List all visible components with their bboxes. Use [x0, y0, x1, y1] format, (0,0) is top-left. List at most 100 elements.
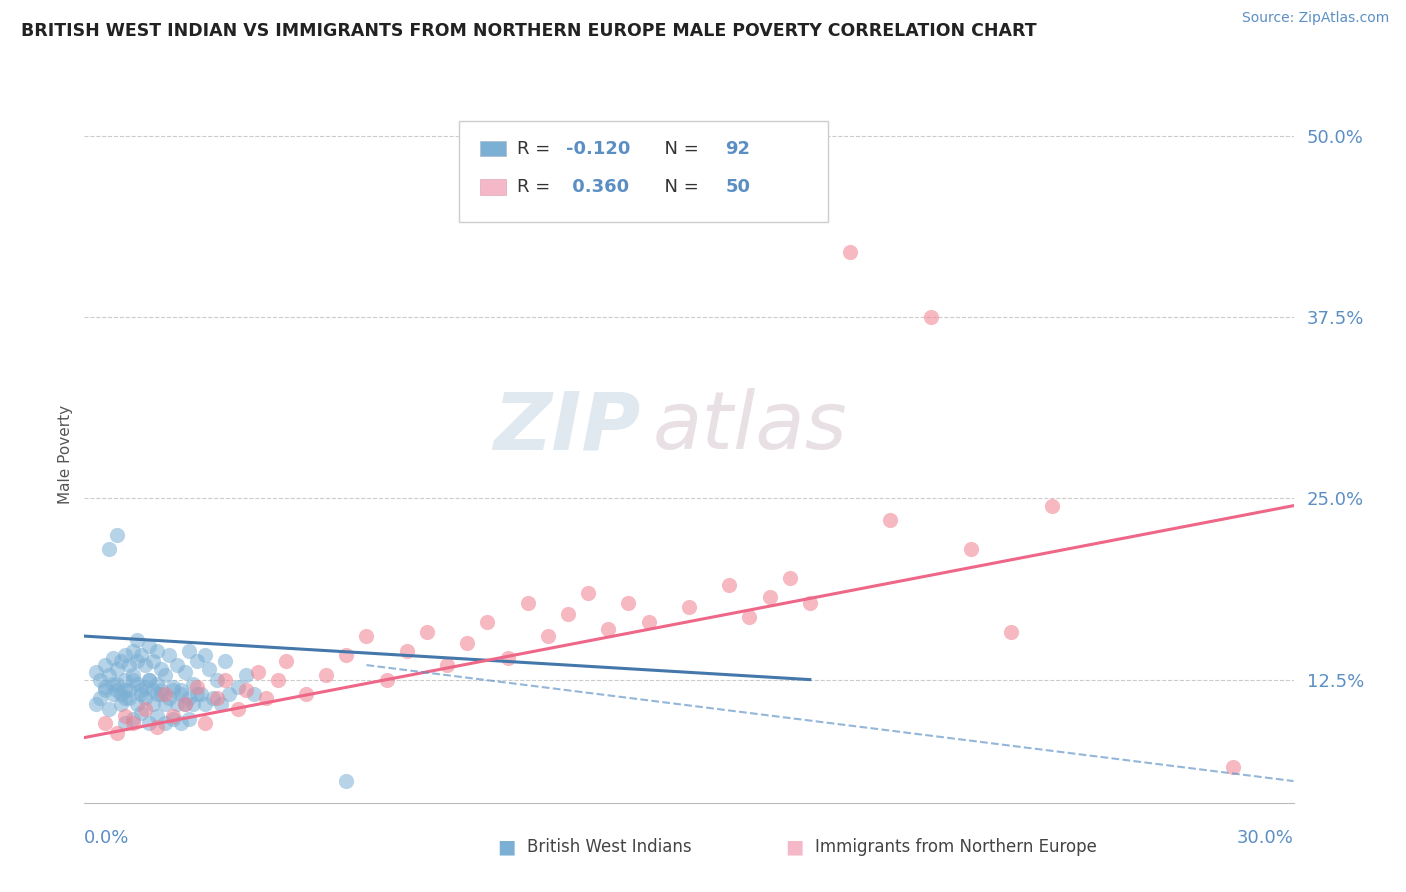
Point	[105, 527, 128, 541]
Point	[129, 648, 152, 662]
Point	[162, 680, 184, 694]
Point	[146, 643, 169, 657]
Point	[142, 682, 165, 697]
Text: ZIP: ZIP	[494, 388, 641, 467]
Point	[93, 682, 115, 697]
Point	[93, 658, 115, 673]
Point	[114, 691, 136, 706]
Text: ■: ■	[785, 838, 804, 857]
Point	[134, 680, 156, 694]
Point	[1222, 759, 1244, 773]
Point	[118, 691, 141, 706]
Text: 0.0%: 0.0%	[84, 829, 129, 847]
Point	[138, 673, 160, 687]
Point	[170, 682, 193, 697]
Point	[174, 698, 197, 712]
Point	[134, 701, 156, 715]
Point	[576, 585, 599, 599]
Point	[114, 682, 136, 697]
Point	[142, 698, 165, 712]
Point	[218, 687, 240, 701]
Point	[157, 648, 180, 662]
Point	[186, 654, 208, 668]
Y-axis label: Male Poverty: Male Poverty	[58, 405, 73, 505]
Point	[186, 687, 208, 701]
Point	[436, 658, 458, 673]
Text: atlas: atlas	[652, 388, 848, 467]
Point	[162, 708, 184, 723]
Point	[202, 691, 225, 706]
Point	[129, 687, 152, 701]
Point	[105, 726, 128, 740]
Point	[110, 654, 132, 668]
Text: N =: N =	[652, 140, 704, 158]
Point	[1040, 499, 1063, 513]
Point	[557, 607, 579, 622]
Point	[146, 721, 169, 735]
Point	[375, 673, 398, 687]
Point	[315, 668, 337, 682]
Point	[718, 578, 741, 592]
Point	[198, 662, 221, 677]
Point	[779, 571, 801, 585]
Point	[121, 643, 143, 657]
Text: R =: R =	[517, 178, 557, 196]
Text: N =: N =	[652, 178, 704, 196]
Point	[134, 658, 156, 673]
Point	[274, 654, 297, 668]
Point	[125, 654, 148, 668]
Point	[194, 716, 217, 731]
Point	[138, 639, 160, 653]
Text: British West Indians: British West Indians	[527, 838, 692, 856]
Point	[138, 673, 160, 687]
Point	[637, 615, 659, 629]
Point	[174, 698, 197, 712]
Point	[179, 691, 201, 706]
Point	[129, 682, 152, 697]
Point	[170, 716, 193, 731]
Point	[125, 633, 148, 648]
Point	[121, 673, 143, 687]
Point	[153, 687, 176, 701]
Point	[114, 716, 136, 731]
Point	[153, 716, 176, 731]
Point	[105, 662, 128, 677]
Point	[179, 643, 201, 657]
Point	[149, 687, 172, 701]
Point	[920, 310, 942, 325]
Point	[537, 629, 560, 643]
Point	[105, 677, 128, 691]
Point	[121, 668, 143, 682]
Point	[477, 615, 499, 629]
Point	[617, 596, 640, 610]
Point	[146, 677, 169, 691]
Text: BRITISH WEST INDIAN VS IMMIGRANTS FROM NORTHERN EUROPE MALE POVERTY CORRELATION : BRITISH WEST INDIAN VS IMMIGRANTS FROM N…	[21, 22, 1036, 40]
Point	[101, 677, 124, 691]
Point	[101, 687, 124, 701]
Point	[395, 643, 418, 657]
Point	[97, 668, 120, 682]
Point	[209, 698, 232, 712]
Text: 0.360: 0.360	[565, 178, 628, 196]
Text: -0.120: -0.120	[565, 140, 630, 158]
Point	[179, 712, 201, 726]
Point	[125, 698, 148, 712]
Point	[97, 542, 120, 557]
Point	[153, 698, 176, 712]
Point	[242, 687, 264, 701]
Point	[678, 600, 700, 615]
Point	[181, 698, 204, 712]
Point	[93, 716, 115, 731]
Point	[121, 712, 143, 726]
Point	[93, 680, 115, 694]
Point	[97, 701, 120, 715]
Point	[118, 682, 141, 697]
Text: R =: R =	[517, 140, 557, 158]
Point	[267, 673, 290, 687]
Point	[295, 687, 318, 701]
Point	[149, 662, 172, 677]
Point	[235, 682, 257, 697]
Point	[235, 668, 257, 682]
Text: ■: ■	[496, 838, 516, 857]
Point	[86, 665, 108, 680]
